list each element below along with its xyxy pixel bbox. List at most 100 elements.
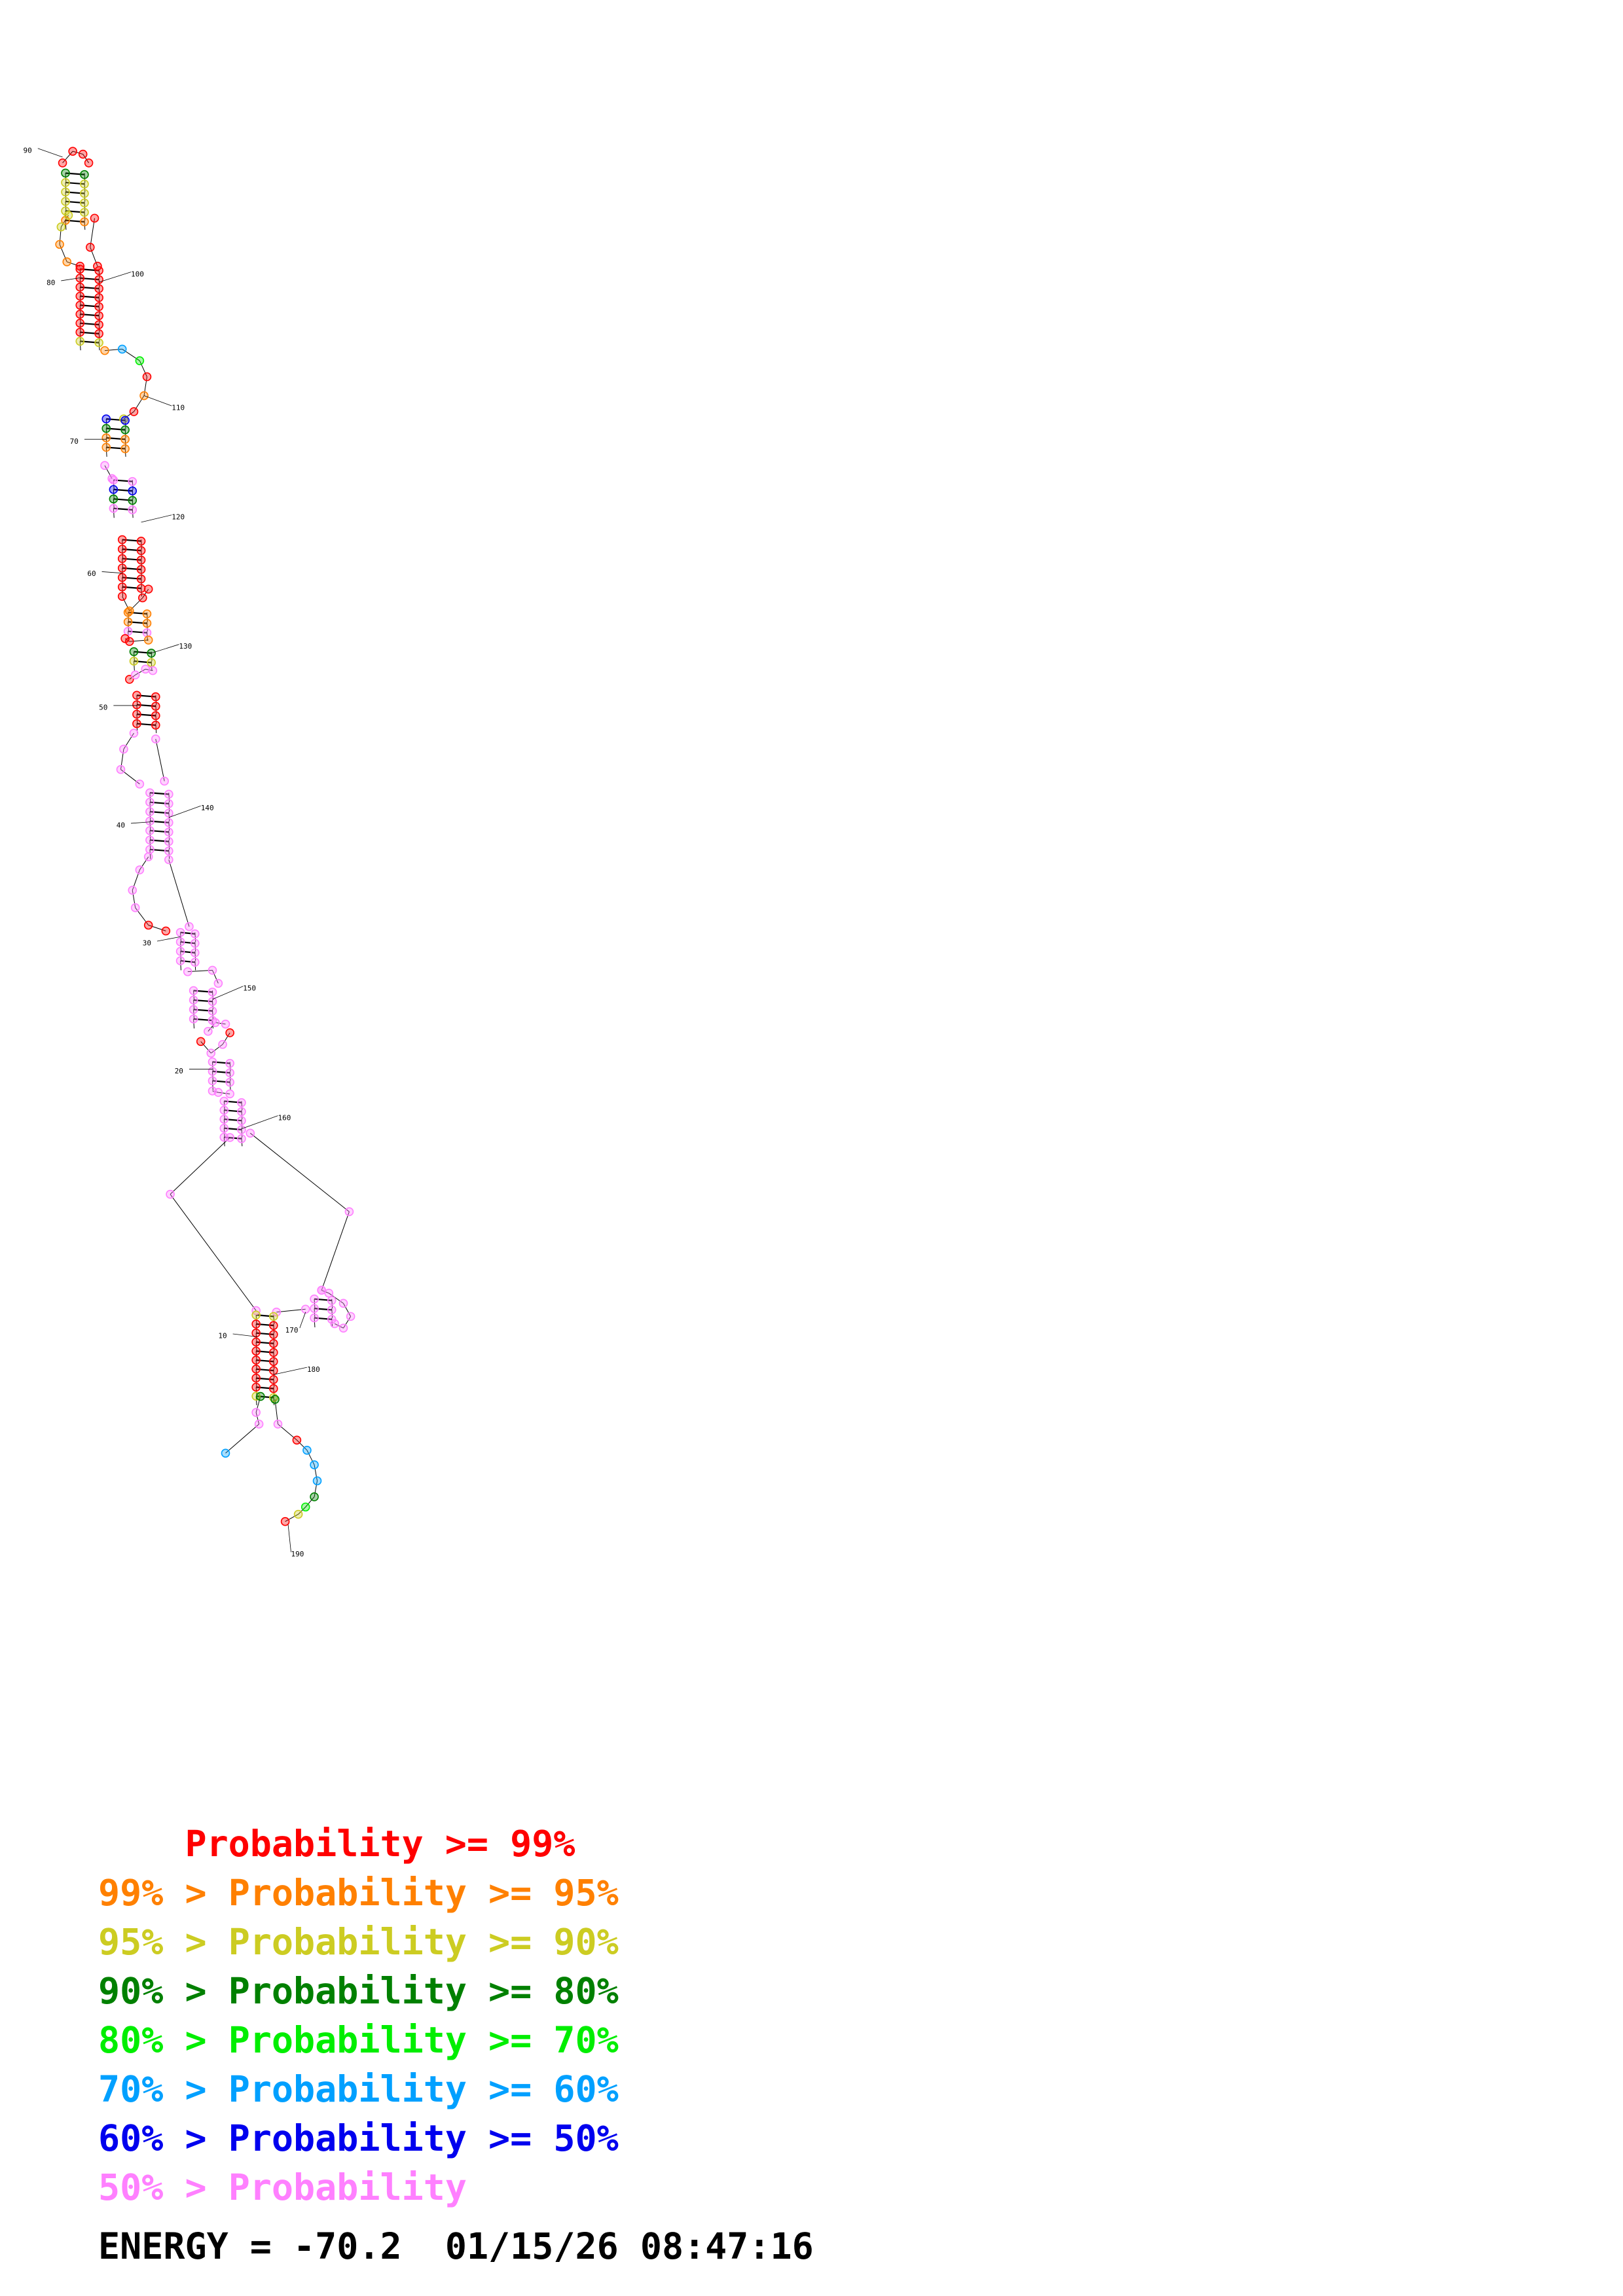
nucleotide (213, 978, 223, 988)
nucleotide (123, 617, 133, 626)
base-pair-bond (122, 567, 141, 571)
nucleotide (225, 1077, 234, 1087)
legend-entry: 50% > Probability (98, 2163, 619, 2212)
legend-prefix: 50% > (98, 2166, 228, 2208)
base-pair-bond (80, 295, 100, 298)
nucleotide (269, 1312, 278, 1321)
backbone-segment (255, 1315, 257, 1324)
nucleotide (135, 356, 145, 365)
backbone-segment (141, 567, 142, 578)
nucleotide (251, 1319, 261, 1329)
nucleotide (208, 1076, 217, 1086)
nucleotide (310, 1313, 319, 1323)
nucleotide (120, 416, 130, 425)
nucleotide (132, 709, 141, 719)
nucleotide (94, 266, 103, 276)
backbone-segment (314, 1480, 318, 1498)
nucleotide (164, 789, 173, 799)
backbone-segment (135, 668, 146, 675)
label-leader (141, 514, 172, 523)
nucleotide (145, 835, 155, 845)
position-label: 100 (131, 270, 144, 278)
base-pair-bond (106, 437, 126, 440)
nucleotide (338, 1299, 348, 1308)
nucleotide (206, 1049, 216, 1058)
backbone-segment (90, 218, 95, 247)
nucleotide (75, 310, 85, 319)
nucleotide (145, 826, 155, 835)
nucleotide (254, 1420, 264, 1429)
base-pair-bond (149, 820, 169, 823)
backbone-segment (79, 332, 81, 342)
position-label: 140 (201, 804, 214, 812)
backbone-segment (170, 1137, 230, 1195)
nucleotide (120, 435, 130, 444)
nucleotide (147, 658, 156, 668)
backbone-segment (141, 548, 142, 559)
base-pair-bond (314, 1298, 332, 1302)
nucleotide (251, 1382, 261, 1392)
base-pair-bond (106, 427, 126, 431)
nucleotide (129, 656, 139, 666)
nucleotide (164, 808, 173, 818)
label-leader (156, 936, 181, 942)
timestamp: 01/15/26 08:47:16 (445, 2225, 814, 2267)
nucleotide (130, 903, 140, 912)
nucleotide (116, 764, 126, 774)
nucleotide (189, 996, 198, 1005)
nucleotide (101, 423, 111, 433)
nucleotide (221, 1019, 230, 1029)
backbone-segment (72, 151, 83, 155)
base-pair-bond (106, 446, 126, 450)
base-pair-bond (65, 172, 84, 175)
backbone-segment (79, 287, 81, 296)
rna-secondary-structure: 10 20 30 40 50 60 70 80 90 100 110 120 130 140 150 160 1… (24, 146, 356, 1558)
base-pair-bond (136, 713, 156, 717)
label-leader (101, 571, 122, 574)
nucleotide (120, 444, 130, 454)
backbone-segment (168, 802, 170, 812)
backbone-segment (194, 932, 196, 942)
base-pair-bond (212, 1070, 230, 1074)
backbone-segment (298, 1507, 306, 1515)
backbone-segment (249, 1132, 350, 1212)
nucleotide (211, 1018, 220, 1028)
backbone-segment (149, 849, 151, 859)
backbone-segment (98, 323, 100, 332)
backbone-segment (122, 577, 124, 587)
base-pair-bond (193, 1009, 213, 1012)
legend-text: Probability >= 90% (228, 1921, 619, 1963)
nucleotide (208, 987, 217, 997)
backbone-segment (194, 960, 196, 971)
backbone-segment (84, 192, 86, 202)
backbone-segment (297, 1439, 308, 1451)
backbone-segment (82, 154, 89, 164)
base-pair-bond (136, 723, 156, 726)
backbone-segment (79, 341, 81, 351)
nucleotide (292, 1435, 302, 1445)
nucleotide (101, 442, 111, 452)
base-pair-bond (256, 1314, 274, 1318)
base-pair-bond (65, 200, 84, 204)
base-pair-bond (256, 1377, 274, 1380)
backbone-segment (79, 323, 81, 332)
base-pair-bond (180, 931, 195, 935)
nucleotide (94, 311, 103, 321)
nucleotide (128, 505, 137, 514)
nucleotide (161, 926, 171, 936)
nucleotide (164, 836, 173, 846)
backbone-segment (255, 1342, 257, 1352)
nucleotide (128, 495, 137, 505)
legend-text: Probability >= 99% (185, 1823, 575, 1865)
nucleotide (317, 1285, 326, 1295)
nucleotide (75, 327, 85, 337)
nucleotide (129, 647, 139, 656)
nucleotide (189, 1014, 198, 1024)
base-pair-bond (65, 181, 84, 185)
base-pair-bond (149, 839, 169, 842)
nucleotide (68, 147, 77, 156)
nucleotide (143, 852, 153, 861)
nucleotide (251, 1337, 261, 1347)
nucleotide (141, 664, 151, 674)
nucleotide (208, 1006, 217, 1016)
